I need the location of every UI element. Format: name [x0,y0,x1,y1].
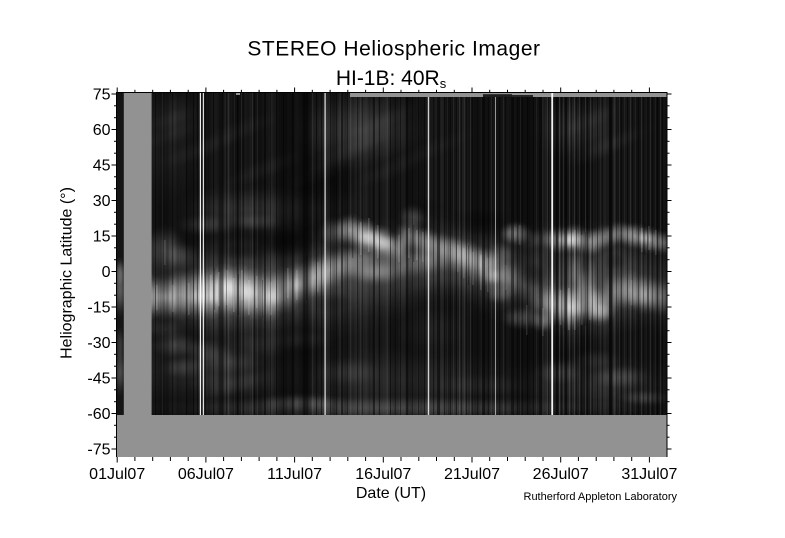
svg-text:-30: -30 [87,335,110,352]
svg-text:Date (UT): Date (UT) [356,485,426,502]
svg-text:30: 30 [93,193,111,210]
svg-text:75: 75 [93,87,111,104]
svg-text:26Jul07: 26Jul07 [533,466,589,483]
svg-text:STEREO Heliospheric Imager: STEREO Heliospheric Imager [247,38,540,61]
svg-text:Rutherford Appleton Laboratory: Rutherford Appleton Laboratory [524,491,678,503]
svg-text:60: 60 [93,122,111,139]
svg-text:HI-1B: 40Rs: HI-1B: 40Rs [336,67,447,91]
svg-text:-75: -75 [87,442,110,459]
svg-text:-60: -60 [87,406,110,423]
svg-text:16Jul07: 16Jul07 [355,466,411,483]
svg-text:Heliographic Latitude (°): Heliographic Latitude (°) [59,187,76,359]
svg-text:15: 15 [93,229,111,246]
svg-text:-15: -15 [87,300,110,317]
svg-text:45: 45 [93,158,111,175]
svg-text:06Jul07: 06Jul07 [178,466,234,483]
svg-text:0: 0 [102,264,111,281]
svg-text:01Jul07: 01Jul07 [89,466,145,483]
svg-text:21Jul07: 21Jul07 [444,466,500,483]
svg-text:31Jul07: 31Jul07 [621,466,677,483]
svg-text:11Jul07: 11Jul07 [267,466,322,483]
svg-text:-45: -45 [87,371,110,388]
